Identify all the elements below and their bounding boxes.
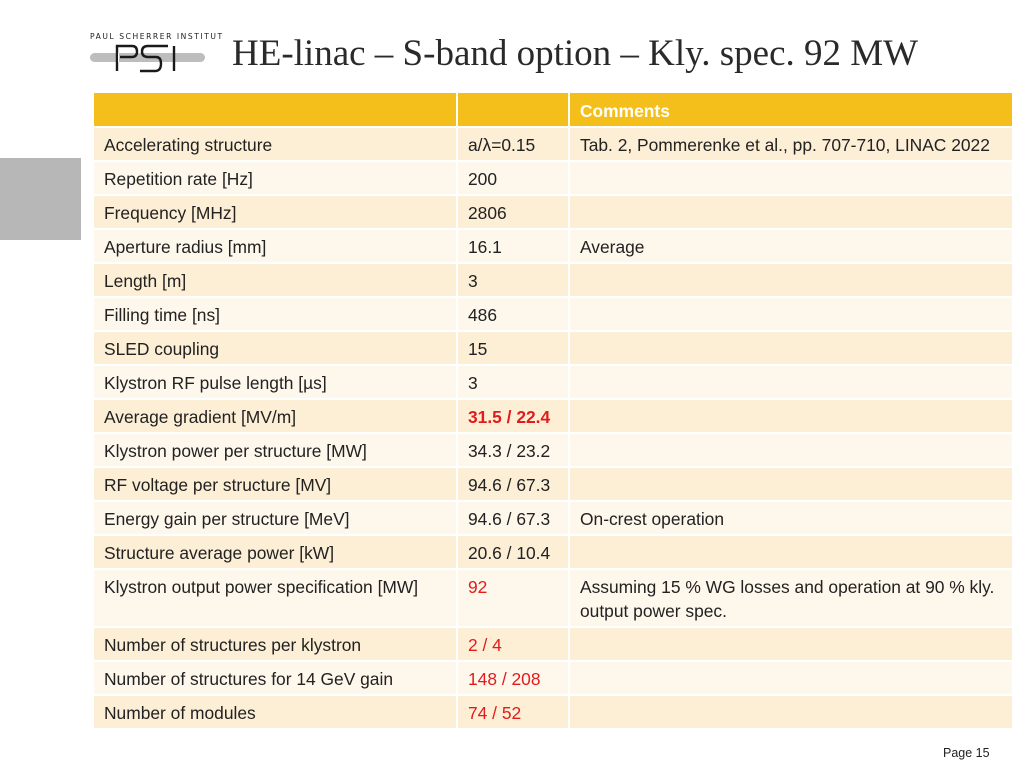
parameter-cell: Structure average power [kW] xyxy=(94,535,458,570)
value-cell: 34.3 / 23.2 xyxy=(457,433,570,468)
value-cell: a/λ=0.15 xyxy=(457,127,570,162)
comment-cell: Tab. 2, Pommerenke et al., pp. 707-710, … xyxy=(569,127,1014,162)
value-cell: 2806 xyxy=(457,195,570,230)
parameter-cell: Klystron power per structure [MW] xyxy=(94,433,458,468)
parameter-cell: RF voltage per structure [MV] xyxy=(94,467,458,502)
header-parameter xyxy=(94,93,458,128)
comment-cell xyxy=(569,695,1014,730)
header-comments: Comments xyxy=(569,93,1014,128)
slide-title: HE-linac – S-band option – Kly. spec. 92… xyxy=(232,33,919,74)
parameter-cell: Frequency [MHz] xyxy=(94,195,458,230)
parameter-cell: Number of structures for 14 GeV gain xyxy=(94,661,458,696)
table-row: Frequency [MHz] 2806 xyxy=(94,195,1014,230)
value-cell: 15 xyxy=(457,331,570,366)
parameter-cell: SLED coupling xyxy=(94,331,458,366)
table-row: Number of structures per klystron 2 / 4 xyxy=(94,627,1014,662)
table-row: Klystron RF pulse length [µs] 3 xyxy=(94,365,1014,400)
table-row: Aperture radius [mm] 16.1 Average xyxy=(94,229,1014,264)
value-cell-highlight: 2 / 4 xyxy=(457,627,570,662)
value-cell-highlight: 74 / 52 xyxy=(457,695,570,730)
comment-cell xyxy=(569,297,1014,332)
value-cell: 3 xyxy=(457,365,570,400)
parameter-cell: Klystron output power specification [MW] xyxy=(94,569,458,628)
table-row: Structure average power [kW] 20.6 / 10.4 xyxy=(94,535,1014,570)
parameter-table: Comments Accelerating structure a/λ=0.15… xyxy=(94,93,1014,730)
table-row: RF voltage per structure [MV] 94.6 / 67.… xyxy=(94,467,1014,502)
page-number: Page 15 xyxy=(943,746,990,760)
table-header-row: Comments xyxy=(94,93,1014,128)
table-row: Length [m] 3 xyxy=(94,263,1014,298)
value-cell: 486 xyxy=(457,297,570,332)
comment-cell xyxy=(569,399,1014,434)
comment-cell xyxy=(569,263,1014,298)
comment-cell xyxy=(569,467,1014,502)
comment-cell xyxy=(569,365,1014,400)
psi-logo: PAUL SCHERRER INSTITUT xyxy=(90,32,224,74)
table-row: Klystron power per structure [MW] 34.3 /… xyxy=(94,433,1014,468)
parameter-cell: Aperture radius [mm] xyxy=(94,229,458,264)
value-cell: 3 xyxy=(457,263,570,298)
header-value xyxy=(457,93,570,128)
comment-cell xyxy=(569,433,1014,468)
side-marker xyxy=(0,158,81,240)
table-row: Accelerating structure a/λ=0.15 Tab. 2, … xyxy=(94,127,1014,162)
value-cell-highlight: 92 xyxy=(457,569,570,628)
value-cell-highlight: 31.5 / 22.4 xyxy=(457,399,570,434)
table-row: Filling time [ns] 486 xyxy=(94,297,1014,332)
parameter-cell: Accelerating structure xyxy=(94,127,458,162)
logo-institute-name: PAUL SCHERRER INSTITUT xyxy=(90,32,224,41)
value-cell-highlight: 148 / 208 xyxy=(457,661,570,696)
value-cell: 20.6 / 10.4 xyxy=(457,535,570,570)
comment-cell xyxy=(569,161,1014,196)
comment-cell: Average xyxy=(569,229,1014,264)
comment-cell xyxy=(569,331,1014,366)
value-cell: 94.6 / 67.3 xyxy=(457,467,570,502)
comment-cell: Assuming 15 % WG losses and operation at… xyxy=(569,569,1014,628)
table-row: Klystron output power specification [MW]… xyxy=(94,569,1014,628)
value-cell: 94.6 / 67.3 xyxy=(457,501,570,536)
value-cell: 200 xyxy=(457,161,570,196)
table-row: Number of structures for 14 GeV gain 148… xyxy=(94,661,1014,696)
parameter-cell: Length [m] xyxy=(94,263,458,298)
table-row: Energy gain per structure [MeV] 94.6 / 6… xyxy=(94,501,1014,536)
psi-logo-mark xyxy=(90,44,205,73)
comment-cell xyxy=(569,627,1014,662)
value-cell: 16.1 xyxy=(457,229,570,264)
table-row: Repetition rate [Hz] 200 xyxy=(94,161,1014,196)
table-row: Average gradient [MV/m] 31.5 / 22.4 xyxy=(94,399,1014,434)
table-row: SLED coupling 15 xyxy=(94,331,1014,366)
parameter-cell: Klystron RF pulse length [µs] xyxy=(94,365,458,400)
parameter-cell: Number of structures per klystron xyxy=(94,627,458,662)
comment-cell xyxy=(569,661,1014,696)
parameter-cell: Average gradient [MV/m] xyxy=(94,399,458,434)
parameter-cell: Filling time [ns] xyxy=(94,297,458,332)
parameter-cell: Number of modules xyxy=(94,695,458,730)
comment-cell: On-crest operation xyxy=(569,501,1014,536)
parameter-cell: Energy gain per structure [MeV] xyxy=(94,501,458,536)
comment-cell xyxy=(569,535,1014,570)
table-row: Number of modules 74 / 52 xyxy=(94,695,1014,730)
comment-cell xyxy=(569,195,1014,230)
parameter-cell: Repetition rate [Hz] xyxy=(94,161,458,196)
